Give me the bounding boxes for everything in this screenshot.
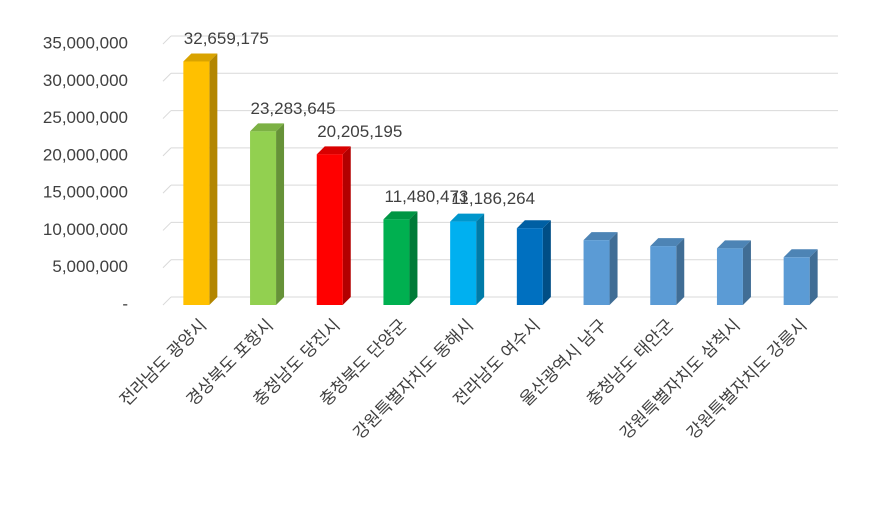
bar-top — [650, 238, 685, 247]
bar-top — [183, 53, 218, 62]
bar-top — [716, 240, 751, 249]
bar-top — [450, 213, 485, 222]
bar — [316, 154, 343, 305]
bar — [716, 248, 743, 305]
grid-side — [162, 110, 172, 119]
y-tick-label: - — [122, 294, 128, 313]
grid-side — [162, 222, 172, 231]
bar-side — [742, 240, 751, 305]
value-label: 11,186,264 — [451, 189, 535, 208]
grid-side — [162, 147, 172, 157]
bar-top — [250, 123, 285, 132]
bar-side — [676, 238, 685, 305]
grid-side — [162, 259, 172, 269]
bar-side — [409, 211, 418, 305]
bar — [516, 228, 543, 305]
x-tick-label: 강원특별자치도 동해시 — [350, 316, 477, 443]
value-label: 11,480,473 — [385, 187, 469, 206]
bar-side — [342, 146, 351, 305]
bar-side — [809, 249, 818, 305]
bar — [383, 219, 410, 305]
bar-top — [316, 146, 351, 155]
value-label: 20,205,195 — [317, 122, 402, 141]
x-tick-label: 강원특별자치도 강릉시 — [683, 316, 810, 443]
grid-side — [162, 184, 172, 194]
bar-top — [583, 232, 618, 241]
bar — [250, 131, 277, 305]
y-tick-label: 10,000,000 — [43, 220, 128, 239]
bar-top — [383, 211, 418, 220]
y-tick-label: 20,000,000 — [43, 145, 128, 164]
value-label: 23,283,645 — [251, 99, 336, 118]
bar-side — [476, 213, 485, 305]
y-tick-label: 5,000,000 — [52, 257, 128, 276]
bar-side — [609, 232, 618, 305]
y-tick-label: 15,000,000 — [43, 183, 128, 202]
bar-side — [209, 53, 218, 305]
x-tick-label: 강원특별자치도 삼척시 — [617, 316, 744, 443]
grid-side — [162, 35, 172, 45]
y-tick-label: 35,000,000 — [43, 33, 128, 52]
value-label: 32,659,175 — [184, 29, 269, 48]
bar — [183, 61, 210, 305]
bar-side — [542, 220, 551, 305]
grid-side — [162, 296, 172, 306]
bar-top — [783, 249, 818, 258]
bar — [650, 246, 677, 305]
bar-side — [276, 123, 285, 305]
bar — [583, 240, 610, 305]
y-tick-label: 30,000,000 — [43, 71, 128, 90]
y-tick-label: 25,000,000 — [43, 108, 128, 127]
bar-top — [516, 220, 551, 229]
bar — [450, 221, 477, 305]
bar — [783, 257, 810, 305]
grid-side — [162, 72, 172, 82]
